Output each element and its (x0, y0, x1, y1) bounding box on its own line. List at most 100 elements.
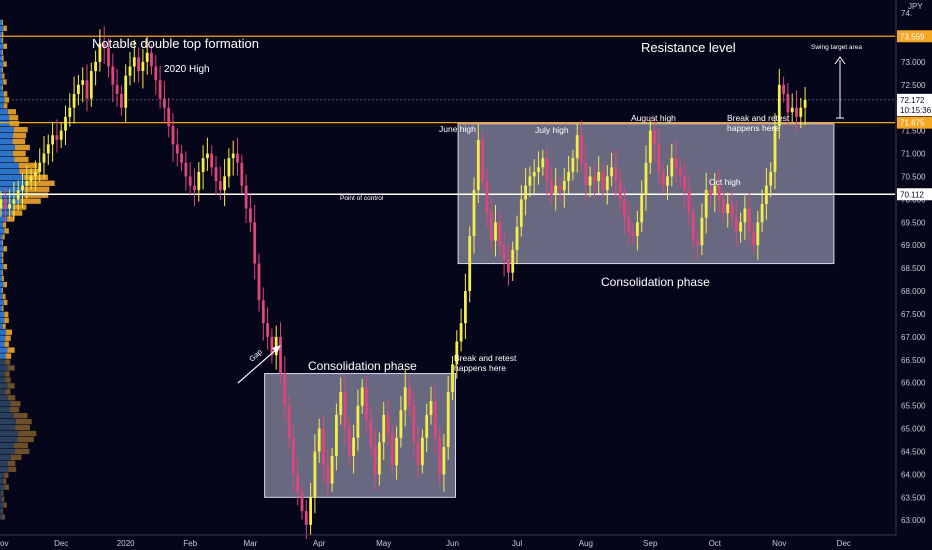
candle-body (476, 139, 480, 191)
gap-arrow-head (272, 345, 281, 353)
profile-bar-buy (0, 502, 4, 508)
profile-bar-sell (12, 138, 26, 145)
candle-body (562, 181, 566, 191)
candle-body (25, 181, 29, 186)
profile-bar-sell (7, 460, 16, 467)
candle-body (627, 217, 631, 232)
profile-bar-sell (3, 91, 8, 97)
candle-body (120, 93, 123, 108)
candle-body (94, 61, 97, 72)
profile-bar-sell (18, 430, 37, 437)
price-tag-label: 72.172 (900, 96, 925, 105)
candle-body (610, 167, 613, 177)
july-high-label: July high (535, 125, 569, 135)
candle-body (38, 162, 42, 172)
candle-body (365, 387, 368, 420)
candle-body (154, 66, 158, 81)
profile-bar-buy (0, 168, 20, 175)
candle-body (713, 185, 717, 195)
candle-body (691, 213, 695, 241)
profile-bar-buy (0, 192, 25, 198)
time-tick-label: Feb (183, 539, 197, 548)
candle-body (554, 185, 558, 195)
candle-body (309, 497, 312, 525)
candle-body (687, 190, 691, 214)
profile-bar-buy (0, 73, 3, 79)
time-axis[interactable]: ov Dec 2020 Feb Mar Apr May Jun Jul Aug Sep Oct Nov D… (0, 534, 896, 548)
candle-body (257, 263, 261, 301)
profile-bar-buy (0, 162, 19, 169)
currency-label: JPY (908, 2, 923, 11)
candle-body (59, 130, 63, 140)
profile-bar-buy (0, 19, 2, 26)
candle-body (403, 387, 407, 411)
profile-bar-buy (0, 430, 19, 437)
profile-bar-sell (2, 85, 4, 91)
candle-body (416, 442, 420, 466)
profile-bar-sell (2, 37, 4, 43)
profile-bar-sell (4, 228, 9, 234)
price-axis[interactable]: 63.000 63.500 64.000 64.500 65.000 65.500 66.0… (895, 0, 932, 550)
candle-body (575, 135, 579, 159)
candle-body (734, 217, 738, 232)
candle-body (227, 158, 231, 177)
price-tick-label: 65.000 (901, 425, 926, 434)
candle-body (528, 176, 532, 186)
profile-bar-buy (0, 389, 6, 395)
profile-bar-sell (5, 377, 11, 383)
profile-bar-sell (4, 341, 9, 347)
profile-bar-buy (0, 240, 2, 246)
price-tick-label: 66.000 (901, 379, 926, 388)
profile-bar-buy (0, 442, 15, 449)
candle-body (614, 167, 618, 182)
candle-body (661, 171, 665, 186)
candle-body (799, 107, 803, 117)
profile-bar-sell (2, 258, 4, 264)
profile-bar-sell (20, 198, 41, 204)
price-tick-label: 71.000 (901, 150, 926, 159)
candlesticks (0, 26, 807, 540)
candle-body (464, 291, 467, 324)
profile-bar-sell (4, 472, 9, 478)
profile-bar-buy (0, 335, 6, 341)
candle-body (696, 240, 699, 246)
profile-bar-buy (0, 174, 24, 180)
candle-body (700, 217, 704, 246)
profile-bar-sell (16, 436, 34, 443)
profile-bar-sell (2, 287, 3, 294)
profile-bar-sell (2, 293, 6, 300)
profile-bar-sell (3, 61, 7, 67)
candle-body (494, 222, 497, 241)
profile-bar-sell (5, 353, 12, 359)
candle-body (89, 71, 93, 99)
candle-body (468, 236, 472, 292)
profile-bar-buy (0, 448, 15, 455)
profile-bar-buy (0, 377, 6, 383)
profile-bar-buy (0, 246, 4, 252)
candle-body (124, 75, 128, 108)
candle-body (335, 414, 338, 457)
time-tick-label: ov (0, 539, 8, 548)
profile-bar-buy (0, 37, 2, 43)
profile-bar-buy (0, 407, 10, 413)
candle-body (330, 456, 334, 484)
candle-body (803, 99, 807, 108)
candle-body (790, 107, 794, 113)
candle-body (399, 410, 403, 438)
profile-bar-buy (0, 484, 5, 490)
candle-body (459, 323, 463, 342)
profile-bar-buy (0, 150, 13, 157)
profile-bar-sell (15, 424, 31, 431)
candle-body (489, 213, 493, 241)
profile-bar-buy (0, 299, 4, 306)
profile-bar-buy (0, 222, 4, 228)
profile-bar-buy (0, 234, 3, 240)
candle-body (739, 222, 742, 232)
price-tag-bg (897, 116, 932, 129)
profile-bar-buy (0, 275, 2, 282)
candle-body (515, 226, 519, 250)
candle-body (485, 181, 489, 214)
profile-bar-sell (7, 216, 15, 222)
candle-body (773, 126, 777, 172)
